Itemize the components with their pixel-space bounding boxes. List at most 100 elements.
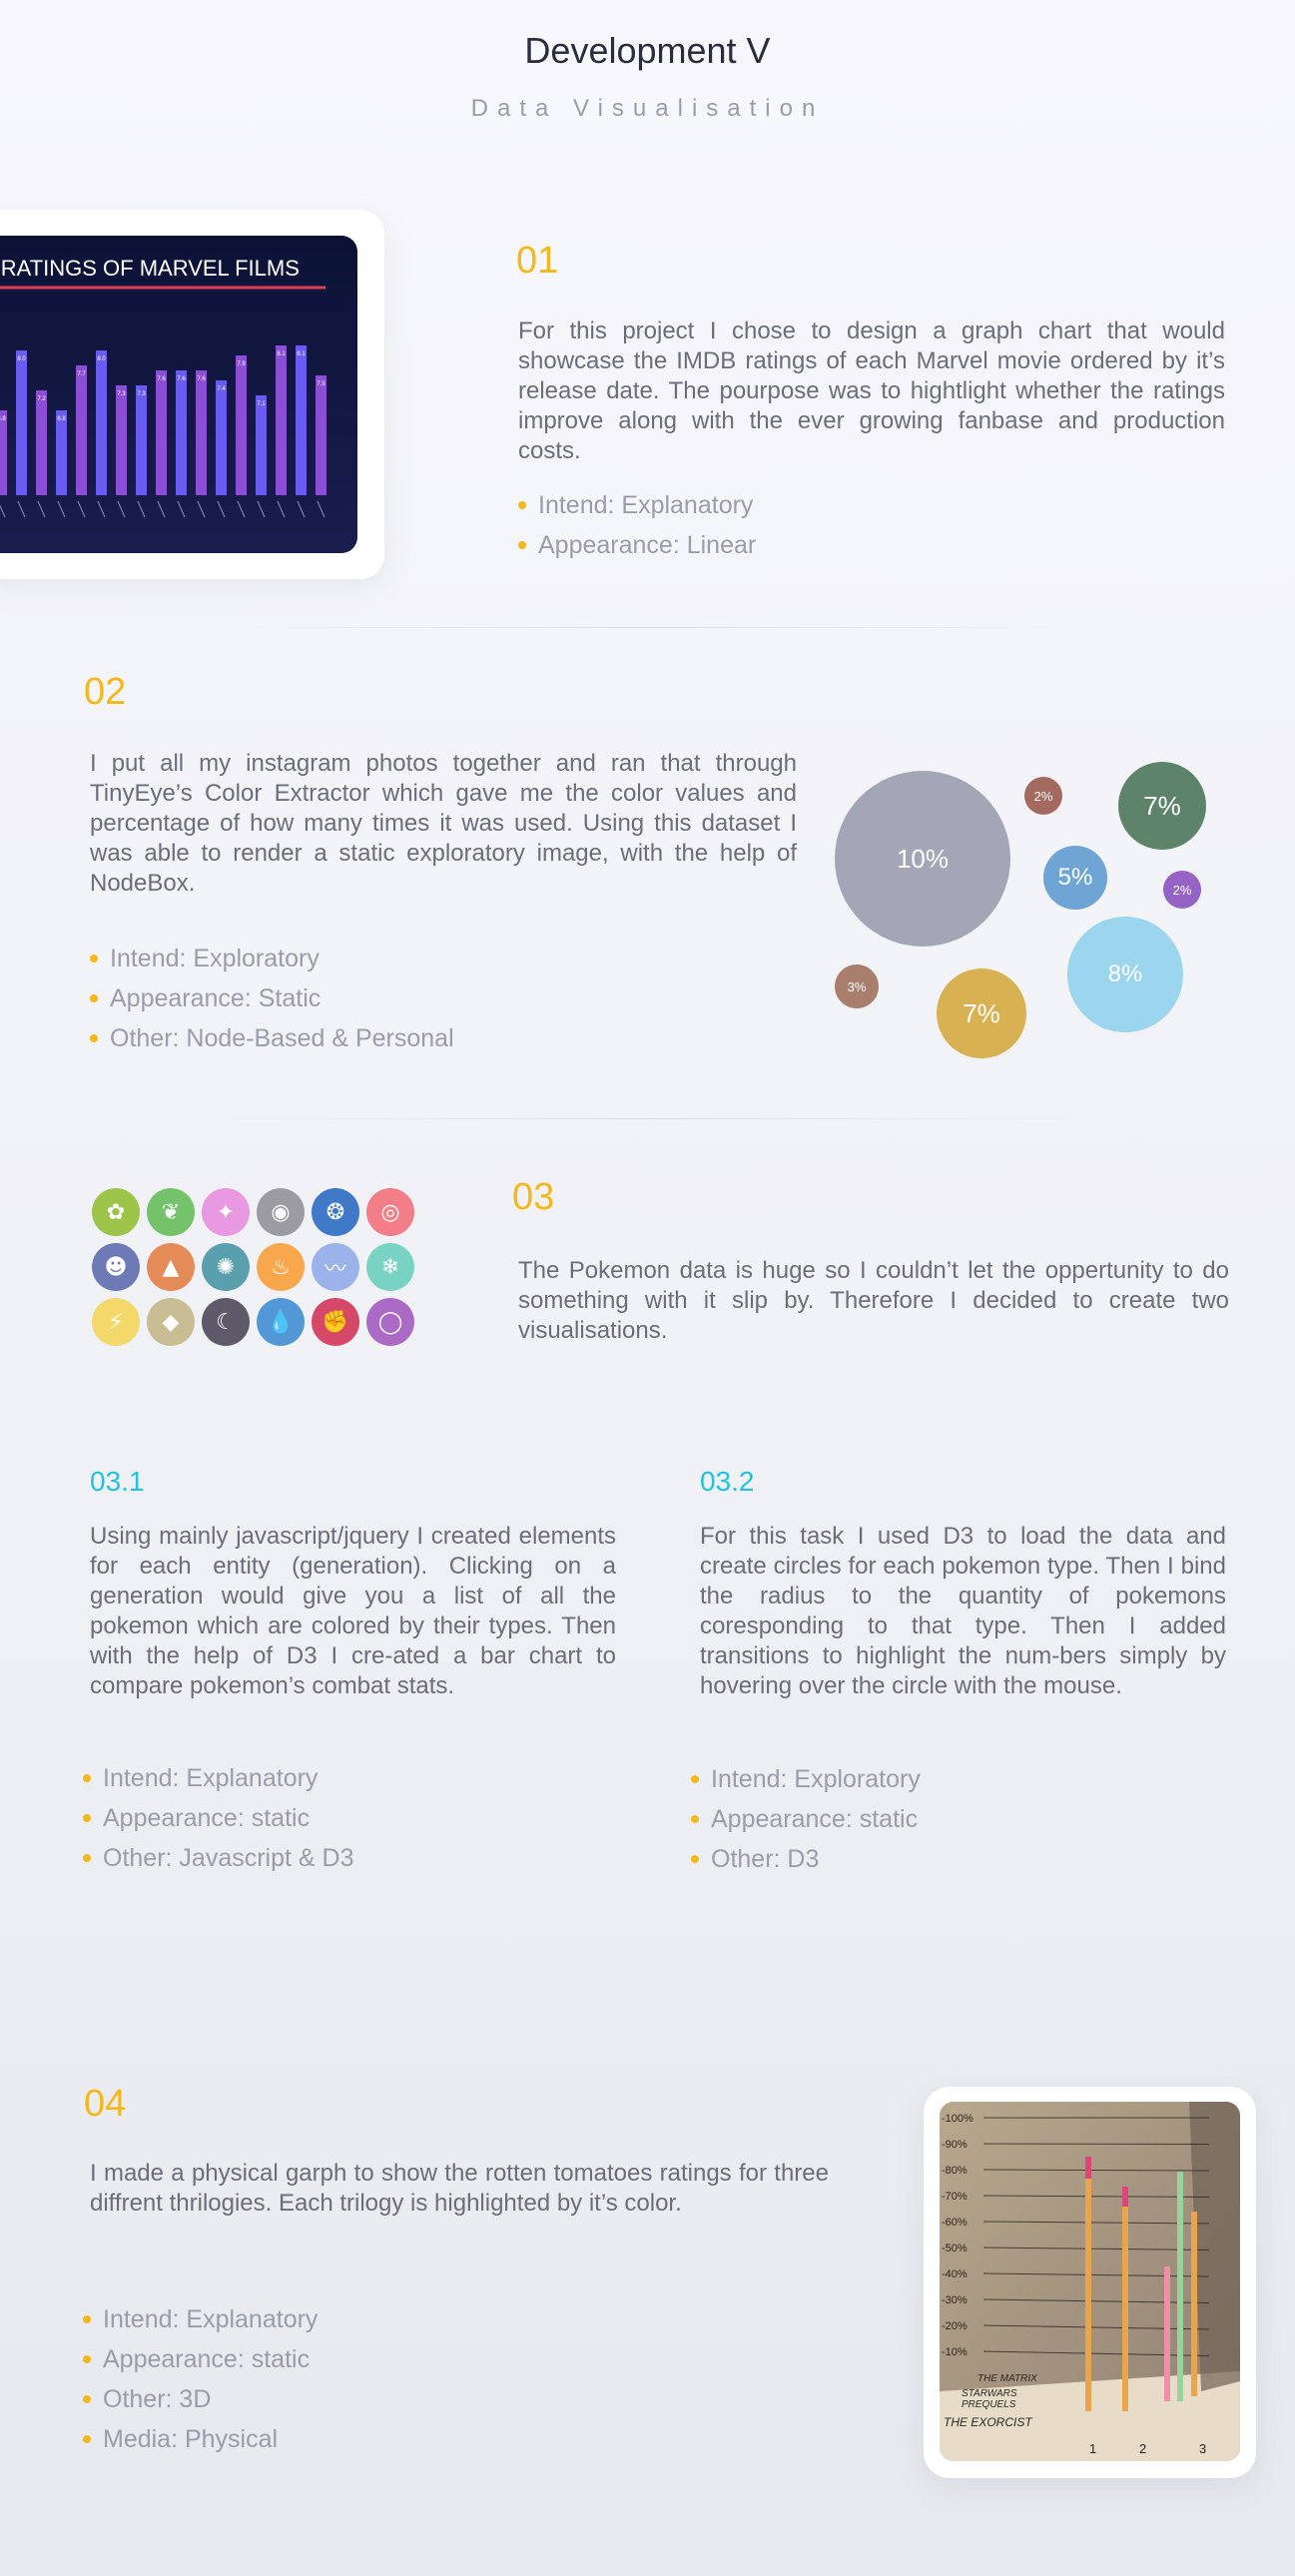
chart-bar-value-label: 7.6 [197, 376, 206, 382]
photo-scale-line [982, 2350, 1210, 2356]
chart-bar-value-label: 7.3 [137, 391, 146, 397]
chart-bar-value-label: 7.9 [237, 361, 246, 367]
photo-scale-line [982, 2221, 1210, 2225]
photo-scale-label: -70% [942, 2191, 968, 2203]
color-bubble-chart: 10% 2% 7% 5% 2% 8% 3% 7% [819, 749, 1238, 1068]
photo-side-wall [1189, 2102, 1240, 2391]
stick [1085, 2157, 1091, 2411]
section-divider [200, 627, 1098, 628]
stick [1164, 2266, 1170, 2401]
section-04-bullets: Intend: Explanatory Appearance: static O… [83, 2299, 582, 2459]
fire-type-icon: ♨ [257, 1243, 305, 1291]
steel-type-icon: ✺ [202, 1243, 250, 1291]
photo-scale: -100% -90% -80% -70% -60% -50% -40% -30% -20% -10… [942, 2113, 1210, 2358]
bullet-item: Media: Physical [83, 2419, 582, 2459]
chart-x-tick-label [117, 500, 126, 518]
section-03-2-bullets: Intend: Exploratory Appearance: static O… [691, 1759, 1190, 1879]
photo-scale-label: -50% [942, 2243, 968, 2254]
photo-scale-line [982, 2195, 1210, 2198]
grass-type-icon: ❦ [147, 1188, 195, 1236]
bullet-item: Intend: Explanatory [83, 1758, 582, 1798]
bubble: 2% [1163, 871, 1201, 909]
chart-bar-value-label: 7.6 [157, 376, 166, 382]
bubble: 8% [1067, 917, 1183, 1032]
photo-axis-label: 2 [1139, 2441, 1146, 2456]
photo-scale-line [982, 2272, 1210, 2277]
photo-scale-label: -100% [942, 2113, 973, 2125]
section-03-2-text: For this task I used D3 to load the data… [700, 1523, 1226, 1699]
stick [1177, 2172, 1183, 2401]
chart-bar [276, 345, 287, 495]
chart-bar-value-label: 8.0 [97, 356, 106, 362]
section-01-number: 01 [516, 240, 559, 282]
photo-scale-line [982, 2247, 1210, 2251]
electric-type-icon: ⚡ [92, 1298, 140, 1346]
photo-scale-line [982, 2298, 1210, 2303]
section-03-1-text: Using mainly javascript/jquery I created… [90, 1523, 616, 1699]
photo-scale-label: -90% [942, 2139, 968, 2151]
fairy-type-icon: ✦ [202, 1188, 250, 1236]
chart-bar-value-label: 7.7 [77, 371, 86, 377]
bullet-item: Appearance: static [83, 2339, 582, 2379]
chart-x-tick-label [77, 500, 86, 518]
chart-bar [0, 410, 7, 495]
photo-scale-label: -30% [942, 2294, 968, 2306]
chart-bar [256, 395, 267, 495]
section-03-number: 03 [512, 1176, 555, 1218]
chart-x-tick-label [0, 504, 6, 518]
section-03-1-number: 03.1 [90, 1466, 145, 1497]
bubble: 2% [1024, 777, 1062, 815]
chart-x-ticks [0, 500, 325, 518]
ghost-type-icon: ☻ [92, 1243, 140, 1291]
bullet-item: Appearance: Linear [518, 525, 1017, 565]
photo-scale-label: -40% [942, 2268, 968, 2280]
page-subtitle: Data Visualisation [470, 95, 825, 122]
chart-bar-value-label: 8.1 [277, 351, 286, 357]
bullet-item: Other: D3 [691, 1839, 1190, 1879]
section-01-text: For this project I chose to design a gra… [518, 318, 1225, 464]
physical-graph-illustration: -100% -90% -80% -70% -60% -50% -40% -30% -20% -10… [940, 2102, 1240, 2461]
chart-x-tick-label [277, 500, 286, 518]
bullet-item: Intend: Exploratory [691, 1759, 1190, 1799]
chart-bar-value-label: 7.2 [37, 396, 46, 402]
chart-bar [176, 370, 187, 495]
fighting-type-icon: ✊ [312, 1298, 359, 1346]
stick-tip [1085, 2157, 1091, 2179]
section-02-number: 02 [84, 671, 127, 713]
stick [1191, 2212, 1197, 2396]
bug-type-icon: ✿ [92, 1188, 140, 1236]
chart-x-tick-label [317, 500, 325, 518]
bullet-item: Appearance: static [691, 1799, 1190, 1839]
bubble: 7% [937, 968, 1026, 1058]
photo-trilogy-label: THE EXORCIST [944, 2415, 1033, 2429]
bubble: 10% [835, 771, 1010, 947]
section-02-bullets: Intend: Exploratory Appearance: Static O… [90, 939, 689, 1058]
bubble: 5% [1043, 846, 1107, 910]
flying-type-icon: 〰 [312, 1243, 359, 1291]
section-04-text: I made a physical garph to show the rott… [90, 2160, 829, 2217]
chart-x-tick-label [97, 500, 106, 518]
photo-axis: 1 2 3 [1089, 2441, 1206, 2456]
photo-scale-line [982, 2143, 1210, 2145]
photo-axis-label: 3 [1199, 2441, 1206, 2456]
section-03-text: The Pokemon data is huge so I couldn’t l… [518, 1257, 1229, 1344]
photo-axis-label: 1 [1089, 2441, 1096, 2456]
marvel-chart-svg: B RATINGS OF MARVEL FILMS 7.1 6.8 8.0 7.2 6.… [0, 256, 326, 518]
chart-bar [236, 355, 247, 495]
section-03-1-bullets: Intend: Explanatory Appearance: static O… [83, 1758, 582, 1878]
page-title: Development V [524, 30, 771, 71]
photo-trilogy-label: STARWARS [962, 2388, 1017, 2399]
bullet-item: Other: Node-Based & Personal [90, 1018, 689, 1058]
photo-scale-label: -60% [942, 2217, 968, 2229]
bullet-item: Appearance: Static [90, 978, 689, 1018]
dragon-type-icon: ❂ [312, 1188, 359, 1236]
bubble: 7% [1118, 762, 1206, 850]
section-03-2-number: 03.2 [700, 1466, 755, 1497]
chart-bar [296, 345, 307, 495]
chart-bar [56, 410, 67, 495]
photo-trilogy-label: PREQUELS [962, 2399, 1016, 2410]
stick-tip [1122, 2187, 1128, 2207]
bullet-item: Intend: Explanatory [518, 485, 1017, 525]
photo-scale-label: -10% [942, 2346, 968, 2358]
